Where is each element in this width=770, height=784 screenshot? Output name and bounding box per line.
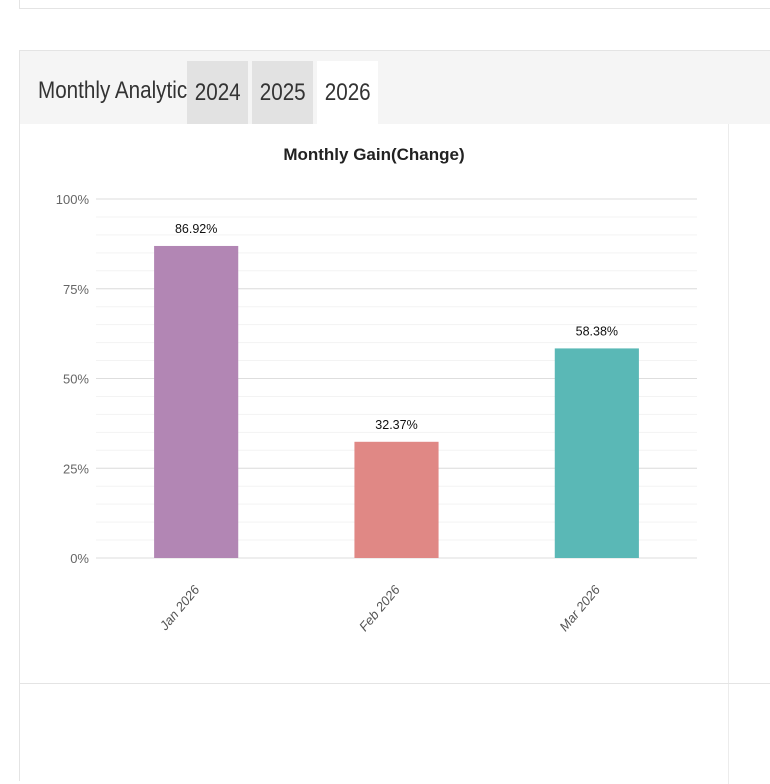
x-tick-label: Mar 2026 xyxy=(556,582,603,634)
previous-card xyxy=(19,0,770,9)
data-label: 86.92% xyxy=(175,222,217,236)
panel-title: Monthly Analytics xyxy=(38,77,198,104)
tab-2025-label: 2025 xyxy=(259,78,306,106)
tab-2024-label: 2024 xyxy=(194,78,241,106)
data-label: 32.37% xyxy=(375,418,417,432)
y-tick-label: 50% xyxy=(63,372,89,387)
x-tick-labels: Jan 2026 Feb 2026 Mar 2026 xyxy=(156,582,604,634)
panel-row-divider xyxy=(20,683,770,684)
x-tick-label: Jan 2026 xyxy=(156,582,203,634)
tab-2025[interactable]: 2025 xyxy=(252,61,313,124)
panel-column-divider xyxy=(728,124,729,784)
tab-2024[interactable]: 2024 xyxy=(187,61,248,124)
tab-2026-label: 2026 xyxy=(324,78,371,106)
tab-2026[interactable]: 2026 xyxy=(317,61,378,124)
y-tick-label: 25% xyxy=(63,461,89,476)
data-label: 58.38% xyxy=(576,324,618,338)
chart-title: Monthly Gain(Change) xyxy=(283,145,464,164)
y-tick-label: 100% xyxy=(56,192,90,207)
data-labels: 86.92% 32.37% 58.38% xyxy=(175,222,618,432)
bar[interactable] xyxy=(354,441,439,558)
monthly-analytics-panel: Monthly Analytics 2024 2025 2026 xyxy=(19,50,770,784)
bar[interactable] xyxy=(554,348,639,558)
y-tick-label: 0% xyxy=(70,551,89,566)
x-tick-label: Feb 2026 xyxy=(356,582,403,634)
bar[interactable] xyxy=(154,245,239,558)
bars xyxy=(154,245,639,558)
y-tick-labels: 0% 25% 50% 75% 100% xyxy=(56,192,90,566)
panel-header: Monthly Analytics 2024 2025 2026 xyxy=(20,51,770,124)
y-tick-label: 75% xyxy=(63,282,89,297)
